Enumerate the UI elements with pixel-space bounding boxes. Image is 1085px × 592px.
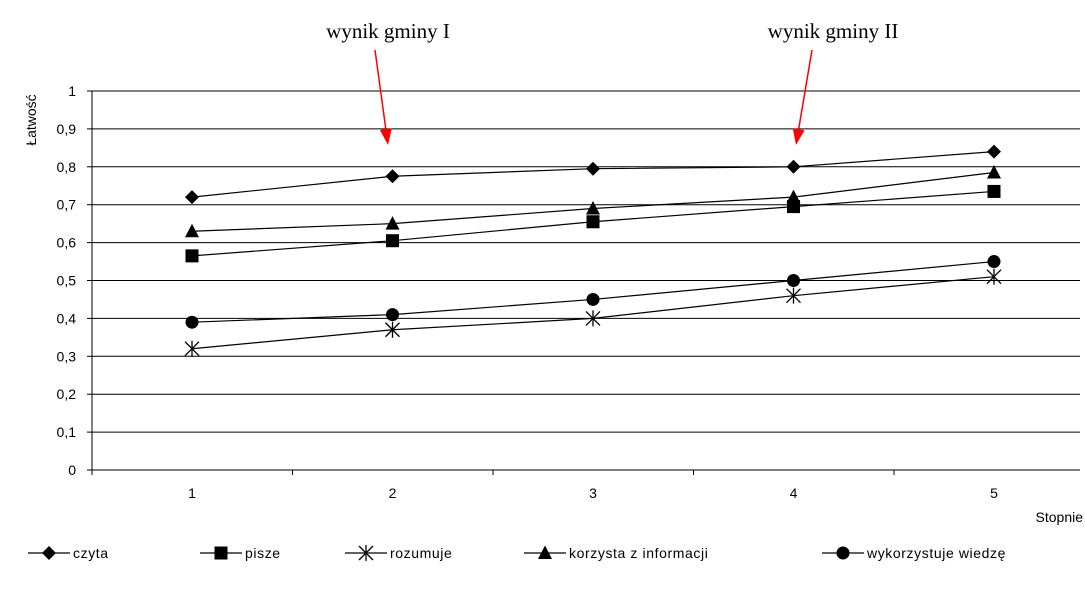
diamond-marker bbox=[42, 546, 56, 560]
data-point bbox=[787, 200, 800, 214]
data-point bbox=[987, 144, 1001, 159]
x-tick-label: 4 bbox=[790, 485, 798, 501]
legend-label: korzysta z informacji bbox=[569, 545, 708, 561]
x-axis-label: Stopnie bbox=[1036, 509, 1084, 525]
legend-item: korzysta z informacji bbox=[524, 545, 708, 561]
data-point bbox=[586, 215, 600, 229]
legend-item: wykorzystuje wiedzę bbox=[822, 545, 1006, 561]
data-point bbox=[185, 223, 199, 238]
x-tick-label: 2 bbox=[389, 485, 397, 501]
legend-label: wykorzystuje wiedzę bbox=[866, 545, 1006, 561]
square-marker bbox=[787, 200, 800, 214]
data-point bbox=[185, 249, 199, 263]
data-point bbox=[987, 255, 1001, 269]
data-point bbox=[987, 164, 1001, 179]
x-tick-label: 5 bbox=[990, 485, 998, 501]
data-point bbox=[786, 189, 801, 204]
square-marker bbox=[586, 215, 600, 229]
triangle-marker bbox=[385, 216, 400, 230]
legend-marker bbox=[358, 545, 374, 561]
annotation-label: wynik gminy I bbox=[326, 19, 450, 43]
data-point bbox=[786, 159, 801, 174]
annotation-arrow-shaft bbox=[797, 49, 813, 130]
y-tick-label: 0,3 bbox=[57, 348, 77, 364]
series-lines bbox=[184, 144, 1002, 357]
data-point bbox=[585, 310, 601, 327]
y-tick-label: 0,1 bbox=[57, 424, 77, 440]
legend-marker bbox=[214, 546, 228, 560]
y-axis-label: Łatwość bbox=[23, 94, 39, 145]
legend: czyta pisze rozumuje korzysta z informacji w… bbox=[28, 545, 1006, 561]
y-tick-label: 0,4 bbox=[57, 310, 77, 326]
grid-lines bbox=[92, 90, 1080, 433]
legend-item: rozumuje bbox=[345, 545, 452, 561]
legend-marker bbox=[836, 546, 850, 560]
data-point bbox=[586, 161, 600, 176]
diamond-marker bbox=[786, 159, 801, 174]
x-tick-label: 3 bbox=[589, 485, 597, 501]
annotation-label: wynik gminy II bbox=[768, 19, 899, 43]
square-marker bbox=[987, 184, 1001, 198]
x-tick-label: 1 bbox=[188, 485, 196, 501]
y-tick-label: 0,8 bbox=[57, 159, 77, 175]
legend-marker bbox=[42, 546, 56, 560]
triangle-marker bbox=[786, 189, 801, 204]
annotation-arrow-shaft bbox=[374, 49, 387, 130]
data-point bbox=[787, 274, 800, 287]
circle-marker bbox=[386, 308, 399, 322]
circle-marker bbox=[586, 292, 600, 306]
data-point bbox=[987, 184, 1001, 198]
legend-marker bbox=[538, 545, 552, 559]
triangle-marker bbox=[538, 545, 552, 559]
triangle-marker bbox=[987, 164, 1001, 179]
data-point bbox=[184, 340, 200, 357]
y-tick-label: 1 bbox=[68, 83, 76, 99]
legend-label: pisze bbox=[245, 545, 281, 561]
diamond-marker bbox=[987, 144, 1001, 159]
data-point bbox=[386, 234, 399, 248]
data-point bbox=[986, 268, 1002, 285]
y-tick-label: 0,9 bbox=[57, 121, 77, 137]
data-point bbox=[586, 292, 600, 306]
circle-marker bbox=[185, 315, 199, 329]
square-marker bbox=[214, 546, 228, 560]
triangle-marker bbox=[586, 200, 600, 215]
diamond-marker bbox=[586, 161, 600, 176]
legend-label: rozumuje bbox=[390, 545, 452, 561]
legend-item: czyta bbox=[28, 545, 109, 561]
data-point bbox=[385, 169, 400, 184]
y-tick-label: 0,2 bbox=[57, 386, 77, 402]
data-point bbox=[385, 216, 400, 230]
y-tick-label: 0 bbox=[68, 462, 76, 478]
circle-marker bbox=[787, 274, 800, 287]
axes: 0 0,1 0,2 0,3 0,4 0,5 0,6 0,7 0,8 0,9 1 1 2 3 4 5 bbox=[57, 83, 1080, 501]
data-point bbox=[185, 315, 199, 329]
y-tick-label: 0,6 bbox=[57, 235, 77, 251]
diamond-marker bbox=[185, 190, 199, 205]
data-point bbox=[786, 287, 801, 304]
annotation-arrow-head bbox=[379, 128, 392, 145]
data-point bbox=[385, 321, 400, 338]
circle-marker bbox=[836, 546, 850, 560]
data-point bbox=[386, 308, 399, 322]
diamond-marker bbox=[385, 169, 400, 184]
y-tick-label: 0,5 bbox=[57, 273, 77, 289]
data-point bbox=[586, 200, 600, 215]
square-marker bbox=[185, 249, 199, 263]
data-point bbox=[185, 190, 199, 205]
annotations: wynik gminy I wynik gminy II bbox=[326, 19, 898, 145]
square-marker bbox=[386, 234, 399, 248]
legend-label: czyta bbox=[73, 545, 109, 561]
y-tick-label: 0,7 bbox=[57, 197, 77, 213]
legend-item: pisze bbox=[200, 545, 281, 561]
triangle-marker bbox=[185, 223, 199, 238]
circle-marker bbox=[987, 255, 1001, 269]
annotation-arrow-head bbox=[792, 128, 805, 145]
